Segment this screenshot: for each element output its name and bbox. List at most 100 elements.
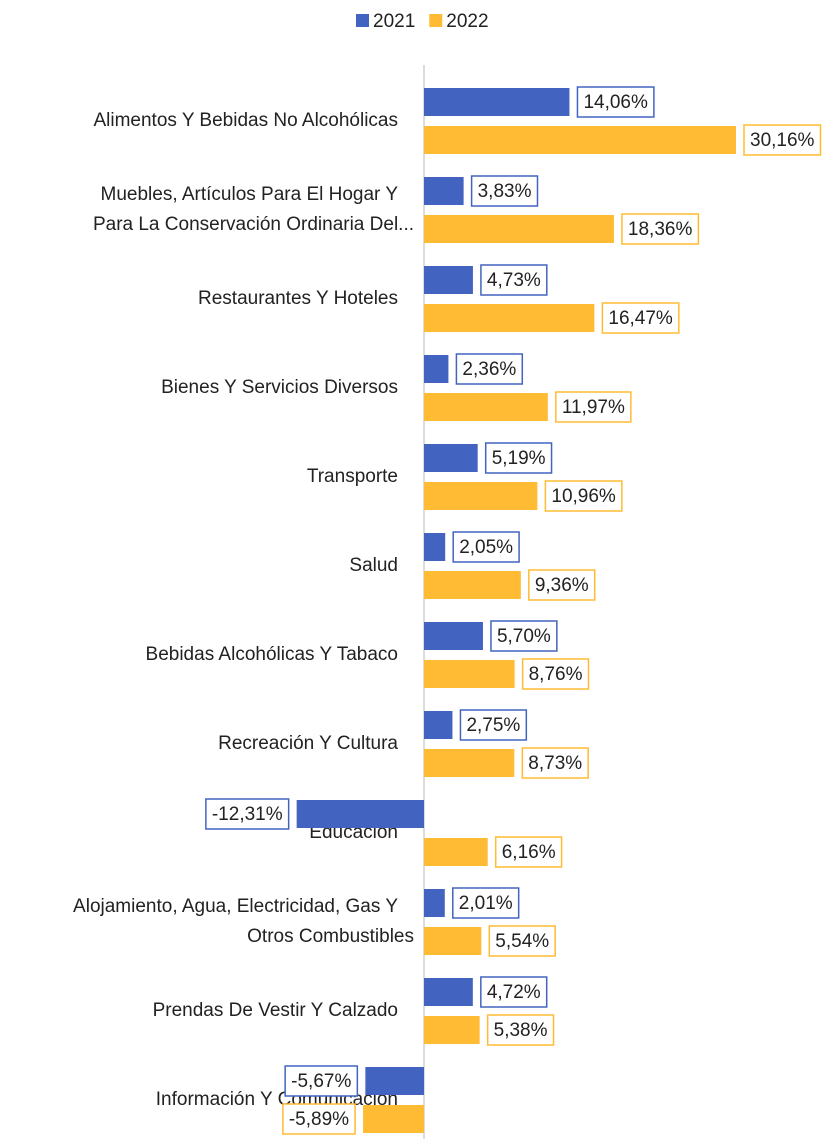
value-label: 2,75%: [459, 709, 528, 741]
category-label: Muebles, Artículos Para El Hogar Y Para L…: [93, 184, 414, 235]
value-label-box: [521, 658, 590, 690]
legend-label: 2021: [373, 11, 415, 32]
value-label-text: 30,16%: [750, 130, 815, 151]
value-label-box: [484, 442, 553, 474]
value-label-box: [488, 925, 556, 957]
bar: [424, 482, 538, 510]
bar: [424, 177, 464, 205]
value-label: 4,72%: [480, 976, 548, 1008]
value-label-box: [576, 86, 655, 118]
value-label: 5,70%: [490, 620, 558, 652]
value-label-text: 5,19%: [492, 448, 546, 469]
value-label-text: 2,01%: [459, 893, 513, 914]
bar: [424, 393, 548, 421]
value-label-box: [544, 480, 623, 512]
category-label: Información Y Comunicación: [156, 1089, 398, 1110]
bar: [424, 889, 445, 917]
bar: [424, 711, 453, 739]
value-label-box: [282, 1103, 356, 1135]
value-label-box: [555, 391, 632, 423]
value-label-text: 8,73%: [528, 753, 582, 774]
value-label-text: 2,75%: [466, 715, 520, 736]
value-label-text: 18,36%: [628, 219, 693, 240]
category-label: Salud: [349, 555, 398, 576]
category-label: Restaurantes Y Hoteles: [198, 288, 398, 309]
value-label: 14,06%: [576, 86, 655, 118]
bar: [424, 571, 521, 599]
bar: [424, 660, 515, 688]
value-label-box: [486, 1014, 555, 1046]
bar: [424, 838, 488, 866]
value-label-box: [452, 531, 520, 563]
value-label-text: 11,97%: [562, 397, 625, 418]
value-label: 3,83%: [470, 175, 539, 207]
value-label-box: [284, 1065, 359, 1097]
value-label: 11,97%: [555, 391, 632, 423]
bar: [424, 88, 570, 116]
value-label: 5,19%: [484, 442, 553, 474]
value-label: 10,96%: [544, 480, 623, 512]
legend-swatch: [429, 14, 443, 27]
value-label-text: -5,67%: [291, 1071, 351, 1092]
bar: [424, 266, 473, 294]
bar: [296, 800, 424, 828]
value-label-text: 2,36%: [462, 359, 516, 380]
bar: [363, 1105, 424, 1133]
value-label-box: [528, 569, 596, 601]
bar: [424, 533, 446, 561]
value-label: 30,16%: [743, 124, 822, 156]
bar: [424, 927, 482, 955]
bar: [424, 215, 614, 243]
value-label-box: [743, 124, 822, 156]
category-label: Prendas De Vestir Y Calzado: [153, 1000, 398, 1021]
value-label-box: [452, 887, 520, 919]
value-label-text: -5,89%: [289, 1109, 349, 1130]
value-label-box: [205, 798, 290, 830]
category-label: Recreación Y Cultura: [218, 733, 398, 754]
value-label-box: [480, 976, 548, 1008]
legend: 2021 2022: [356, 11, 489, 32]
value-label: 6,16%: [494, 836, 563, 868]
value-label-text: 14,06%: [583, 92, 648, 113]
bar: [424, 749, 515, 777]
value-label-text: 6,16%: [502, 842, 556, 863]
value-label: 2,36%: [455, 353, 524, 385]
bar: [424, 622, 483, 650]
value-label: 4,73%: [480, 264, 548, 296]
value-label: 2,05%: [452, 531, 520, 563]
legend-label: 2022: [446, 11, 488, 32]
bar: [424, 355, 449, 383]
value-label: 2,01%: [452, 887, 520, 919]
value-label-box: [601, 302, 680, 334]
value-label-text: 5,70%: [497, 626, 551, 647]
bar: [424, 126, 736, 154]
value-label-text: 5,38%: [494, 1020, 548, 1041]
bar: [424, 304, 595, 332]
value-label: 16,47%: [601, 302, 680, 334]
value-label-box: [480, 264, 548, 296]
value-label-box: [521, 747, 589, 779]
bar: [424, 978, 473, 1006]
value-label-box: [455, 353, 524, 385]
category-label: Transporte: [307, 466, 398, 487]
value-label-text: -12,31%: [212, 804, 283, 825]
bar: [365, 1067, 424, 1095]
value-label: 18,36%: [621, 213, 700, 245]
category-label: Bienes Y Servicios Diversos: [161, 377, 398, 398]
category-label: Alojamiento, Agua, Electricidad, Gas Y Ot…: [73, 896, 414, 947]
category-label: Bebidas Alcohólicas Y Tabaco: [146, 644, 398, 665]
value-label: 5,38%: [486, 1014, 555, 1046]
value-label-text: 9,36%: [535, 575, 589, 596]
category-label: Alimentos Y Bebidas No Alcohólicas: [93, 110, 398, 131]
value-label: 8,73%: [521, 747, 589, 779]
value-label-text: 10,96%: [551, 486, 616, 507]
value-label-box: [621, 213, 700, 245]
value-label-box: [490, 620, 558, 652]
value-label-text: 5,54%: [495, 931, 549, 952]
value-label-box: [494, 836, 563, 868]
legend-swatch: [356, 14, 369, 27]
value-label: -12,31%: [205, 798, 290, 830]
value-label-box: [470, 175, 539, 207]
bar: [424, 444, 478, 472]
